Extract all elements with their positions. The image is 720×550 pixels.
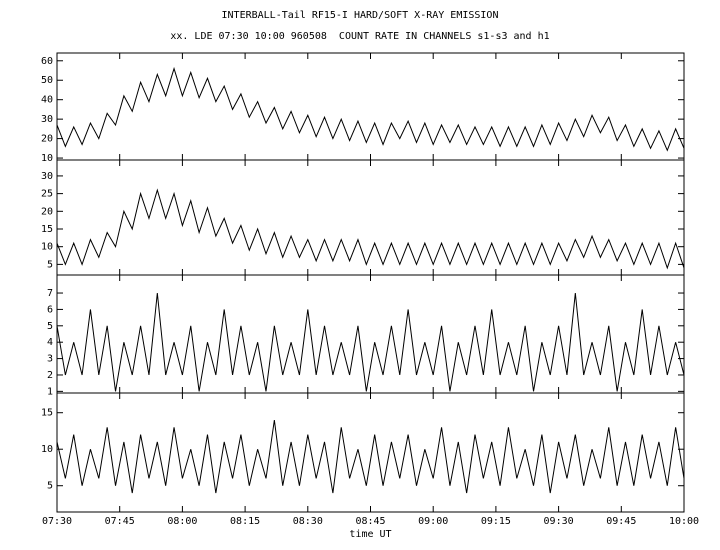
y-tick-label: 6 xyxy=(47,304,53,315)
y-tick-label: 10 xyxy=(41,242,53,253)
y-tick-label: 4 xyxy=(47,337,53,348)
x-tick-label: 09:45 xyxy=(606,516,636,527)
y-tick-label: 5 xyxy=(47,321,53,332)
x-tick-label: 09:30 xyxy=(544,516,574,527)
data-line xyxy=(56,188,685,270)
y-tick-label: 25 xyxy=(41,189,53,200)
y-tick-label: 2 xyxy=(47,370,53,381)
x-tick-label: 07:45 xyxy=(105,516,135,527)
chart-title: INTERBALL-Tail RF15-I HARD/SOFT X-RAY EM… xyxy=(222,10,499,21)
y-tick-label: 30 xyxy=(41,114,53,125)
y-tick-label: 50 xyxy=(41,75,53,86)
x-axis-label: time UT xyxy=(349,529,391,540)
y-tick-label: 5 xyxy=(47,481,53,492)
y-tick-label: 40 xyxy=(41,95,53,106)
y-tick-label: 60 xyxy=(41,56,53,67)
y-tick-label: 10 xyxy=(41,153,53,164)
y-tick-label: 20 xyxy=(41,206,53,217)
y-tick-label: 15 xyxy=(41,224,53,235)
x-tick-label: 08:45 xyxy=(355,516,385,527)
y-tick-label: 20 xyxy=(41,134,53,145)
y-tick-label: 10 xyxy=(41,444,53,455)
y-tick-label: 15 xyxy=(41,408,53,419)
x-tick-label: 10:00 xyxy=(669,516,699,527)
data-line xyxy=(56,419,685,494)
x-tick-label: 09:15 xyxy=(481,516,511,527)
data-line xyxy=(56,66,685,152)
y-tick-label: 7 xyxy=(47,288,53,299)
x-tick-label: 08:00 xyxy=(167,516,197,527)
data-line xyxy=(56,292,685,392)
y-tick-label: 5 xyxy=(47,259,53,270)
y-tick-label: 3 xyxy=(47,354,53,365)
y-tick-label: 30 xyxy=(41,171,53,182)
x-tick-label: 07:30 xyxy=(42,516,72,527)
y-tick-label: 1 xyxy=(47,386,53,397)
x-tick-label: 08:15 xyxy=(230,516,260,527)
chart-subtitle: xx. LDE 07:30 10:00 960508 COUNT RATE IN… xyxy=(170,31,549,42)
x-tick-label: 09:00 xyxy=(418,516,448,527)
x-tick-label: 08:30 xyxy=(293,516,323,527)
